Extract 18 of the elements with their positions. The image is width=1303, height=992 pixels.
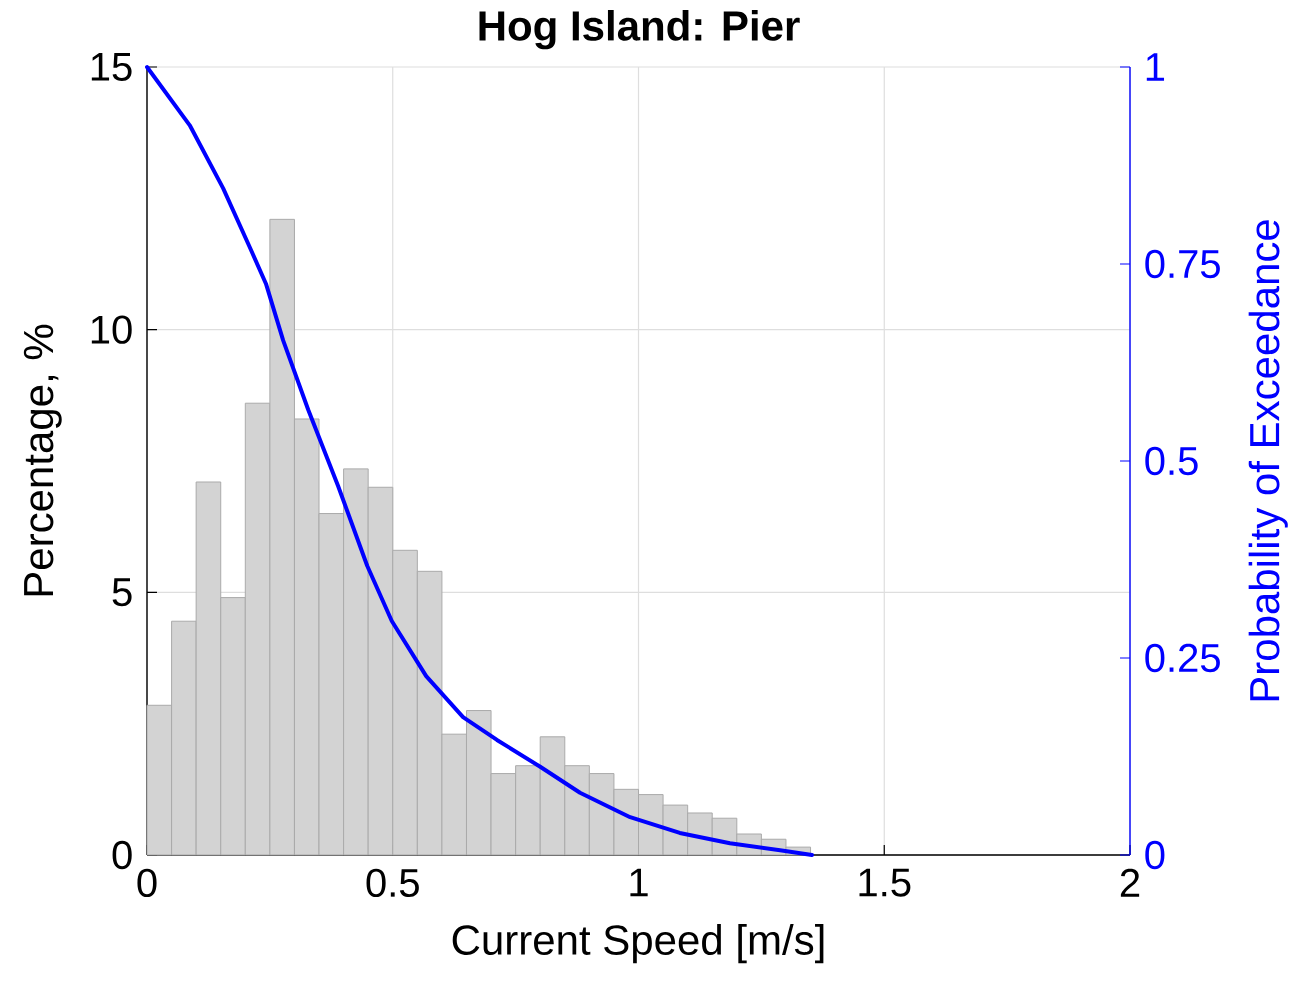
chart-title: Hog Island: Pier	[479, 9, 800, 50]
x-tick-label: 0.5	[366, 868, 419, 898]
y-tick-label: 10	[91, 315, 132, 344]
y-axis-title: Percentage, %	[23, 324, 62, 596]
x-axis-title: Current Speed [m/s]	[452, 924, 824, 964]
y-tick-label: 0	[112, 840, 132, 870]
y-tick-label: 5	[112, 578, 132, 607]
y2-axis-title: Probability of Exceedance	[1248, 220, 1288, 701]
y2-tick-label: 1	[1146, 53, 1165, 81]
x-tick-label: 0	[137, 868, 157, 898]
x-tick-label: 2	[1120, 868, 1140, 897]
x-tick-label: 1.5	[859, 868, 911, 897]
y2-tick-label: 0.5	[1145, 446, 1198, 476]
y2-tick-label: 0.75	[1145, 249, 1220, 279]
x-tick-label: 1	[630, 868, 648, 897]
y2-tick-label: 0.25	[1145, 643, 1220, 673]
y-tick-label: 15	[91, 53, 132, 81]
y2-tick-label: 0	[1145, 840, 1165, 870]
